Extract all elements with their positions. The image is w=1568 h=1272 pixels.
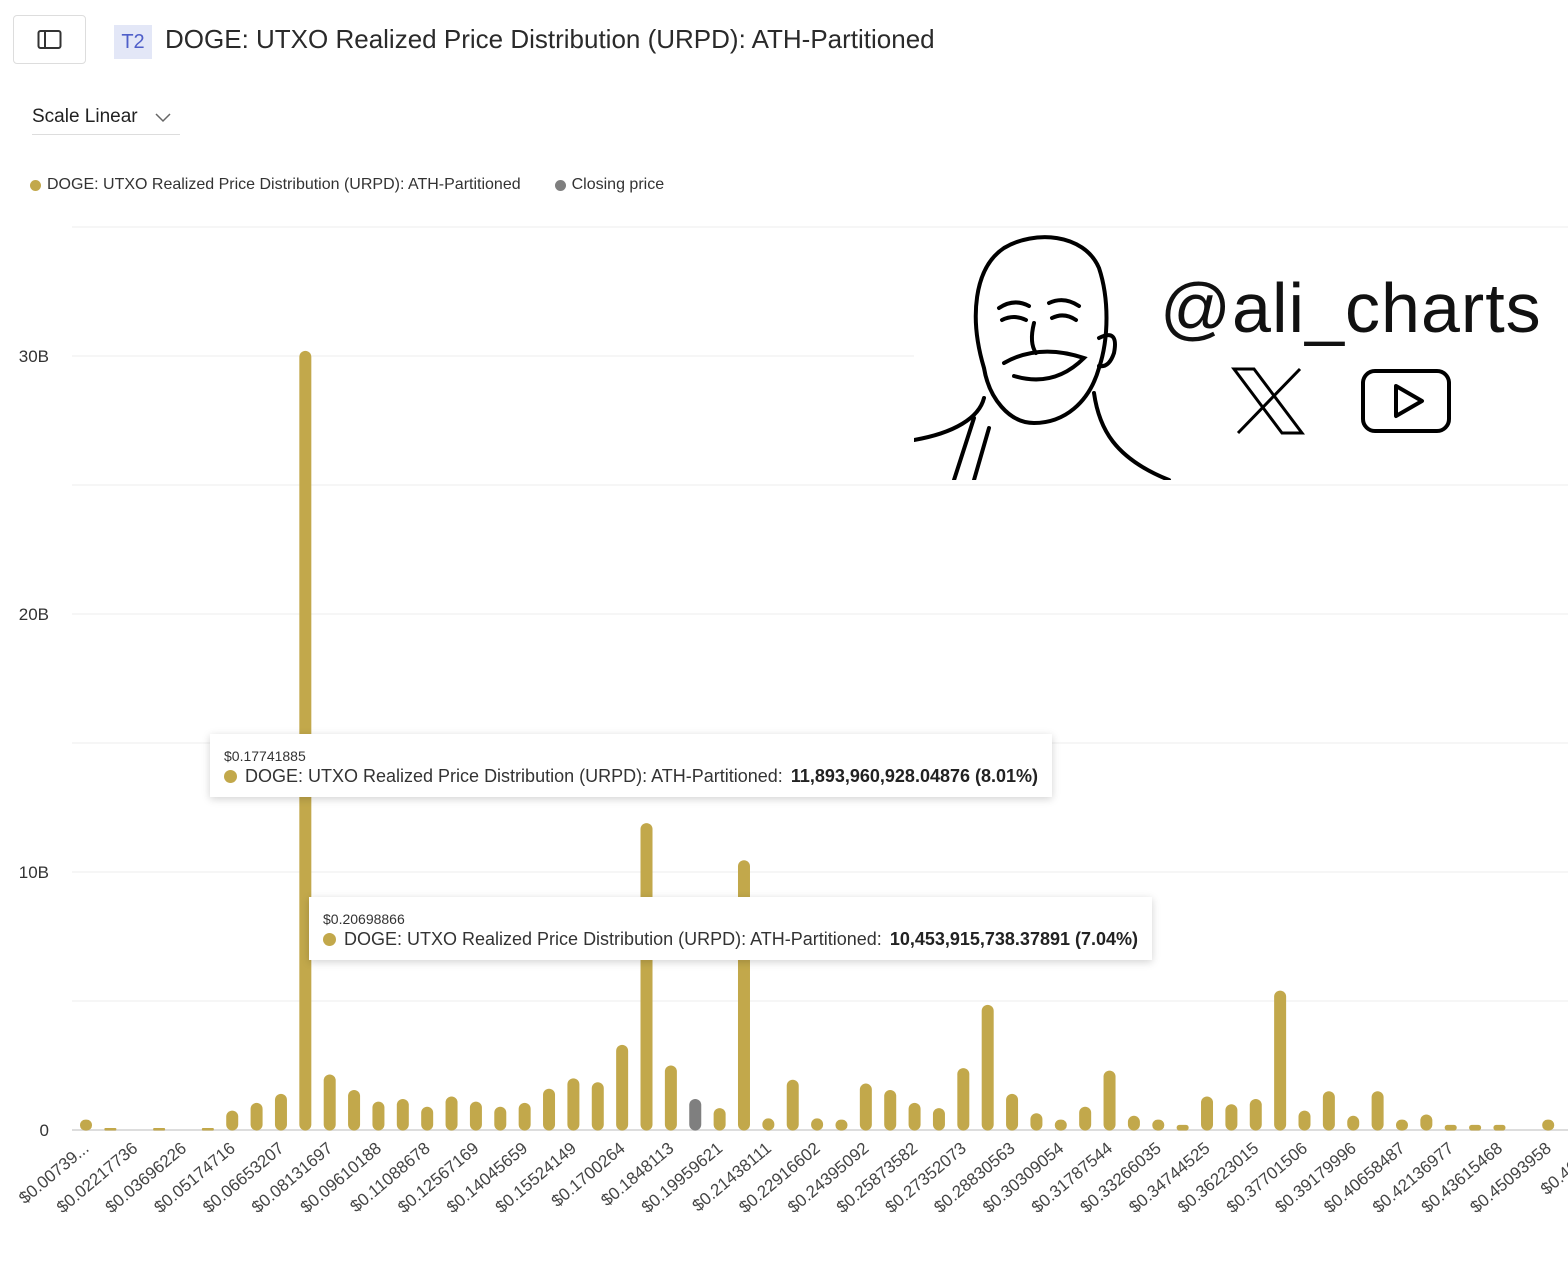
urpd-bar[interactable] [1298,1110,1311,1131]
y-tick-label: 0 [40,1121,49,1140]
urpd-bar[interactable] [226,1110,239,1131]
urpd-bar[interactable] [1395,1119,1408,1131]
urpd-bar[interactable] [1371,1091,1384,1131]
urpd-bar[interactable] [1274,990,1287,1131]
urpd-bar[interactable] [1322,1091,1335,1131]
tooltip-series: DOGE: UTXO Realized Price Distribution (… [245,766,783,786]
urpd-bar[interactable] [1103,1070,1116,1131]
tier-badge: T2 [114,25,152,59]
urpd-bar[interactable] [348,1090,361,1131]
urpd-bar[interactable] [640,823,653,1131]
urpd-bar[interactable] [884,1090,897,1131]
urpd-bar[interactable] [1201,1096,1214,1131]
tooltip-value: 11,893,960,928.04876 (8.01%) [790,766,1039,786]
sidebar-toggle-button[interactable] [13,15,86,64]
scale-select-label: Scale Linear [32,106,138,127]
urpd-bar[interactable] [1152,1119,1165,1131]
urpd-bar[interactable] [1176,1124,1189,1131]
urpd-bar[interactable] [1249,1099,1262,1131]
urpd-bar[interactable] [859,1083,872,1131]
chart-legend: DOGE: UTXO Realized Price Distribution (… [30,176,664,194]
tooltip-price: $0.20698866 [323,911,405,927]
urpd-bar[interactable] [274,1093,287,1131]
urpd-bar[interactable] [1079,1106,1092,1131]
urpd-bar[interactable] [372,1101,385,1131]
urpd-bar[interactable] [323,1074,336,1131]
urpd-bar[interactable] [762,1118,775,1131]
tooltip-series: DOGE: UTXO Realized Price Distribution (… [344,929,882,949]
series-dot-icon [224,770,237,783]
urpd-bar[interactable] [1054,1119,1067,1131]
bar-tooltip: $0.17741885 DOGE: UTXO Realized Price Di… [210,734,1053,797]
tooltip-value: 10,453,915,738.37891 (7.04%) [889,929,1139,949]
urpd-bar[interactable] [396,1099,409,1131]
legend-label: Closing price [571,176,665,193]
legend-dot-icon [554,179,566,191]
legend-item-urpd[interactable]: DOGE: UTXO Realized Price Distribution (… [30,176,521,194]
tooltip-price: $0.17741885 [224,748,306,764]
urpd-bar[interactable] [1225,1104,1238,1131]
urpd-bar[interactable] [591,1082,604,1131]
urpd-bar[interactable] [1006,1093,1019,1131]
x-logo-icon [1231,367,1305,435]
y-tick-label: 30B [19,347,49,366]
urpd-bar[interactable] [811,1118,824,1131]
urpd-bar[interactable] [664,1065,677,1131]
urpd-bar[interactable] [1444,1124,1457,1131]
urpd-bar[interactable] [981,1004,994,1131]
urpd-bar[interactable] [957,1068,970,1131]
urpd-bar[interactable] [1127,1115,1140,1131]
youtube-play-icon [1361,369,1451,433]
closing-price-bar[interactable] [689,1099,702,1131]
urpd-bar[interactable] [1420,1114,1433,1131]
page-title: DOGE: UTXO Realized Price Distribution (… [165,24,935,54]
urpd-bar[interactable] [1493,1124,1506,1131]
watermark: @ali_charts [914,228,1568,480]
urpd-bar[interactable] [1347,1115,1360,1131]
urpd-bar[interactable] [786,1079,799,1131]
legend-dot-icon [30,179,41,191]
urpd-bar[interactable] [421,1106,434,1131]
urpd-bar[interactable] [201,1128,214,1131]
urpd-bar[interactable] [908,1102,921,1131]
urpd-bar[interactable] [104,1128,117,1131]
series-dot-icon [323,933,336,946]
urpd-bar[interactable] [445,1096,458,1131]
urpd-bar[interactable] [1542,1119,1555,1131]
urpd-bar[interactable] [567,1078,580,1131]
urpd-bar[interactable] [835,1119,848,1131]
legend-label: DOGE: UTXO Realized Price Distribution (… [47,176,521,193]
urpd-bar[interactable] [1469,1124,1482,1131]
urpd-bar[interactable] [250,1102,263,1131]
urpd-bar[interactable] [1030,1113,1043,1131]
scale-select[interactable]: Scale Linear [32,106,180,135]
sidebar-panel-icon [37,29,61,49]
chevron-down-icon [155,113,171,123]
meme-face-icon [914,235,1171,480]
legend-item-closing-price[interactable]: Closing price [554,176,665,194]
urpd-bar[interactable] [153,1128,166,1131]
watermark-handle: @ali_charts [1160,269,1542,347]
urpd-bar[interactable] [543,1088,556,1131]
urpd-bar[interactable] [80,1119,92,1131]
urpd-bar[interactable] [469,1101,482,1131]
urpd-bar[interactable] [713,1108,726,1131]
y-tick-label: 20B [19,605,49,624]
y-tick-label: 10B [19,863,49,882]
urpd-bar[interactable] [494,1106,507,1131]
urpd-bar[interactable] [518,1102,531,1131]
urpd-bar[interactable] [932,1108,945,1131]
bar-tooltip: $0.20698866 DOGE: UTXO Realized Price Di… [309,897,1153,960]
urpd-bar[interactable] [616,1044,629,1131]
